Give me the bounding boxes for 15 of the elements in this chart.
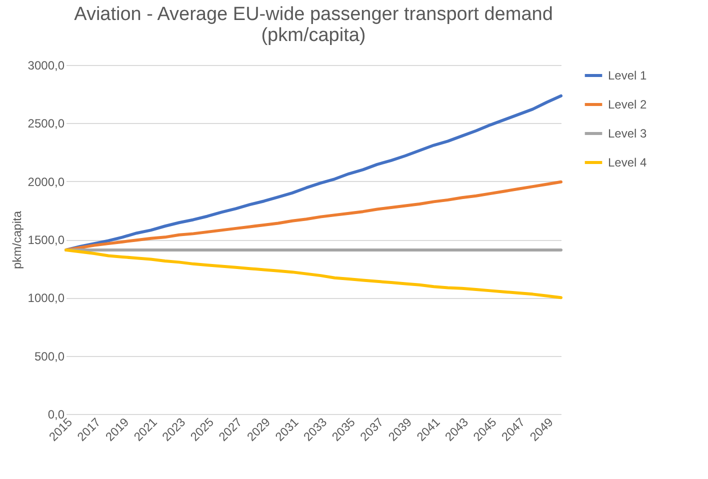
- legend-label: Level 1: [608, 68, 648, 82]
- chart-title: Aviation - Average EU-wide passenger transport demand (pkm/capita): [74, 4, 553, 46]
- line-series: [64, 94, 562, 252]
- y-tick-label: 3000,0: [28, 58, 65, 72]
- y-tick-label: 1500,0: [28, 233, 65, 247]
- line-series: [64, 180, 562, 252]
- y-axis-title: pkm/capita: [10, 210, 24, 270]
- legend-label: Level 2: [608, 98, 648, 112]
- y-tick-label: 1000,0: [28, 291, 65, 306]
- y-tick-label: 500,0: [34, 349, 65, 364]
- y-tick-label: 2500,0: [28, 116, 65, 131]
- line-series: [64, 248, 562, 300]
- legend-label: Level 4: [608, 156, 648, 170]
- y-tick-label: 2000,0: [28, 174, 65, 189]
- legend-label: Level 3: [608, 126, 648, 140]
